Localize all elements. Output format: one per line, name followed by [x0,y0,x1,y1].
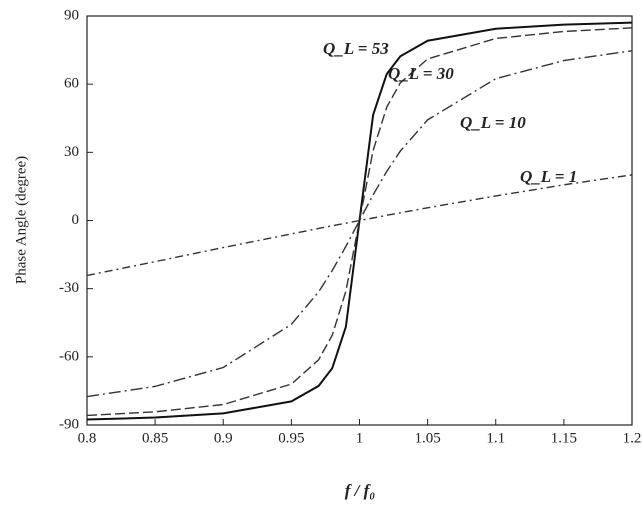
y-tick-label: 0 [72,212,80,228]
x-tick-label: 1.2 [623,430,642,446]
x-tick-label: 0.8 [78,430,97,446]
x-axis-label: f / f₀ [345,481,376,500]
x-tick-label: 1.05 [415,430,441,446]
x-tick-label: 1.15 [551,430,577,446]
x-tick-label: 0.95 [278,430,304,446]
x-tick-label: 1.1 [486,430,505,446]
x-tick-label: 0.9 [214,430,233,446]
x-tick-label: 1 [356,430,364,446]
y-tick-label: 60 [64,76,79,92]
y-tick-label: 30 [64,144,79,160]
y-tick-label: -90 [59,416,79,432]
y-tick-label: -30 [59,280,79,296]
x-tick-label: 0.85 [142,430,168,446]
series-label: Q_L = 30 [388,64,454,83]
y-tick-label: -60 [59,348,79,364]
y-axis-label: Phase Angle (degree) [13,156,29,284]
chart: Phase Angle (degree) f / f₀ -90 -60 -30 0 30… [0,0,642,507]
series-label: Q_L = 10 [460,113,526,132]
series-label: Q_L = 53 [323,39,389,58]
y-tick-label: 90 [64,7,79,23]
series-label: Q_L = 1 [520,167,577,186]
